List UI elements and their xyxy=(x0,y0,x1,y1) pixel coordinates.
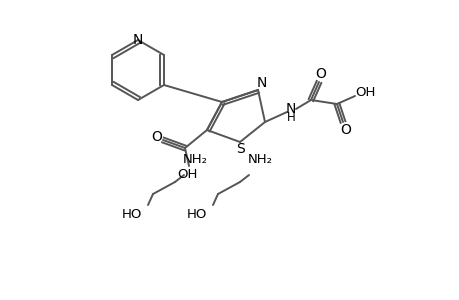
Text: S: S xyxy=(236,142,245,156)
Text: N: N xyxy=(133,33,143,47)
Text: N: N xyxy=(256,76,267,90)
Text: OH: OH xyxy=(176,169,197,182)
Text: HO: HO xyxy=(122,208,142,221)
Text: O: O xyxy=(315,67,326,81)
Text: HO: HO xyxy=(186,208,207,221)
Text: H: H xyxy=(286,110,295,124)
Text: NH₂: NH₂ xyxy=(247,152,272,166)
Text: NH₂: NH₂ xyxy=(182,152,207,166)
Text: O: O xyxy=(151,130,162,144)
Text: N: N xyxy=(285,102,296,116)
Text: OH: OH xyxy=(354,85,375,98)
Text: O: O xyxy=(340,123,351,137)
